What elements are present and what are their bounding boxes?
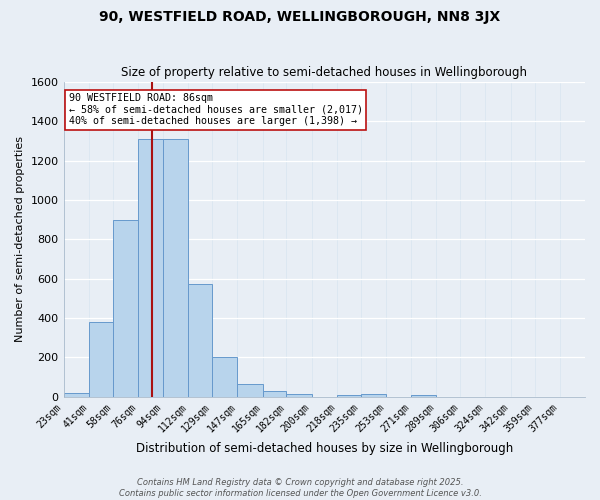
Y-axis label: Number of semi-detached properties: Number of semi-detached properties	[15, 136, 25, 342]
Bar	[89, 322, 113, 397]
Bar	[138, 139, 163, 397]
Bar	[411, 395, 436, 397]
Bar	[337, 395, 361, 397]
Bar	[361, 394, 386, 397]
Bar	[212, 358, 238, 397]
Bar	[188, 284, 212, 397]
Text: 90 WESTFIELD ROAD: 86sqm
← 58% of semi-detached houses are smaller (2,017)
40% o: 90 WESTFIELD ROAD: 86sqm ← 58% of semi-d…	[69, 93, 363, 126]
Bar	[163, 139, 188, 397]
X-axis label: Distribution of semi-detached houses by size in Wellingborough: Distribution of semi-detached houses by …	[136, 442, 513, 455]
Bar	[113, 220, 138, 397]
Bar	[263, 392, 286, 397]
Text: 90, WESTFIELD ROAD, WELLINGBOROUGH, NN8 3JX: 90, WESTFIELD ROAD, WELLINGBOROUGH, NN8 …	[100, 10, 500, 24]
Bar	[64, 394, 89, 397]
Title: Size of property relative to semi-detached houses in Wellingborough: Size of property relative to semi-detach…	[121, 66, 527, 80]
Bar	[286, 394, 311, 397]
Bar	[238, 384, 263, 397]
Text: Contains HM Land Registry data © Crown copyright and database right 2025.
Contai: Contains HM Land Registry data © Crown c…	[119, 478, 481, 498]
